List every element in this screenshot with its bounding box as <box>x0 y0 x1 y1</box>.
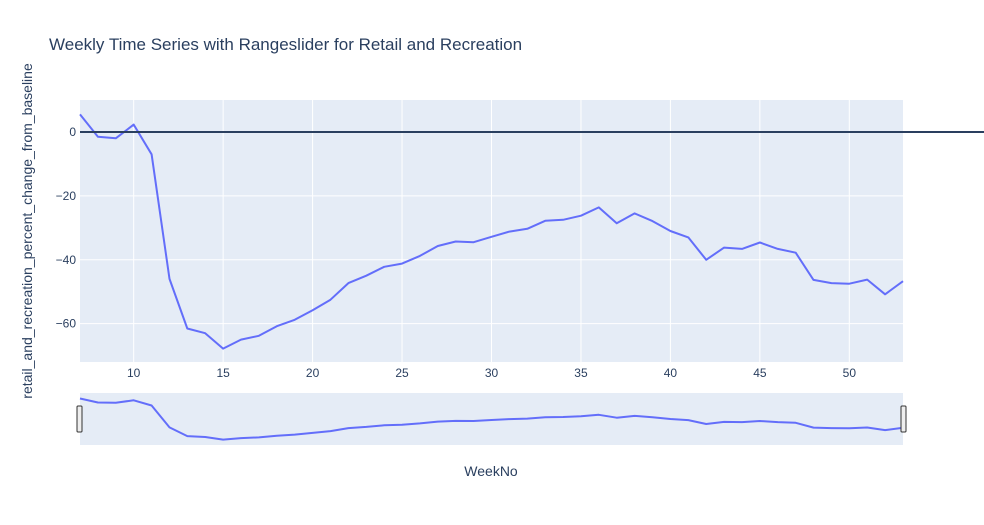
data-point <box>292 317 298 323</box>
data-point <box>399 261 405 267</box>
data-point <box>363 273 369 279</box>
x-tick-label: 10 <box>127 366 141 380</box>
data-point <box>95 134 101 140</box>
data-point <box>703 257 709 263</box>
data-point <box>524 226 530 232</box>
data-point <box>238 337 244 343</box>
y-tick-label: −20 <box>56 189 77 203</box>
data-point <box>650 218 656 224</box>
data-point <box>220 346 226 352</box>
data-point <box>453 239 459 245</box>
data-point <box>757 240 763 246</box>
x-tick-label: 20 <box>306 366 320 380</box>
data-point <box>614 220 620 226</box>
rangeslider-left-handle[interactable] <box>76 405 83 433</box>
data-point <box>310 307 316 313</box>
series-line <box>79 113 904 350</box>
data-point <box>775 246 781 252</box>
y-tick-label: −60 <box>56 317 77 331</box>
rangeslider-line <box>79 397 904 441</box>
x-tick-label: 40 <box>664 366 678 380</box>
data-point <box>202 330 208 336</box>
data-point <box>256 333 262 339</box>
data-point <box>721 245 727 251</box>
data-point <box>793 250 799 256</box>
y-axis-title: retail_and_recreation_percent_change_fro… <box>19 63 35 399</box>
data-point <box>471 239 477 245</box>
data-point <box>882 291 888 297</box>
data-point <box>489 234 495 240</box>
data-point <box>667 228 673 234</box>
data-point <box>381 264 387 270</box>
rangeslider[interactable] <box>76 393 907 445</box>
x-tick-label: 50 <box>843 366 857 380</box>
rangeslider-preview <box>79 397 904 441</box>
x-gridlines <box>133 100 850 362</box>
data-point <box>632 210 638 216</box>
data-point <box>739 246 745 252</box>
data-point <box>864 277 870 283</box>
data-point <box>77 111 83 117</box>
y-tick-label: 0 <box>69 125 76 139</box>
x-tick-label: 35 <box>574 366 588 380</box>
chart-title: Weekly Time Series with Rangeslider for … <box>49 35 522 54</box>
data-point <box>345 280 351 286</box>
data-point <box>846 281 852 287</box>
data-point <box>274 323 280 329</box>
y-gridlines <box>80 195 903 325</box>
data-point <box>149 151 155 157</box>
data-point <box>435 243 441 249</box>
data-point <box>900 278 906 284</box>
data-point <box>166 276 172 282</box>
data-point <box>828 280 834 286</box>
data-point <box>560 217 566 223</box>
x-tick-label: 45 <box>753 366 767 380</box>
data-point <box>506 229 512 235</box>
x-tick-label: 15 <box>216 366 230 380</box>
x-axis-title: WeekNo <box>464 463 518 479</box>
x-tick-label: 30 <box>485 366 499 380</box>
data-point <box>685 234 691 240</box>
x-tick-label: 25 <box>395 366 409 380</box>
data-point <box>417 253 423 259</box>
data-point <box>578 213 584 219</box>
data-point <box>811 277 817 283</box>
x-tick-labels: 10 15 20 25 30 35 40 45 50 <box>127 366 856 380</box>
data-point <box>596 204 602 210</box>
rangeslider-right-handle[interactable] <box>900 405 907 433</box>
y-tick-labels: 0 −20 −40 −60 <box>56 125 77 331</box>
main-plot-area[interactable] <box>77 111 906 351</box>
data-point <box>184 325 190 331</box>
data-point <box>131 122 137 128</box>
data-point <box>542 218 548 224</box>
y-tick-label: −40 <box>56 253 77 267</box>
data-point <box>113 135 119 141</box>
data-point <box>327 297 333 303</box>
